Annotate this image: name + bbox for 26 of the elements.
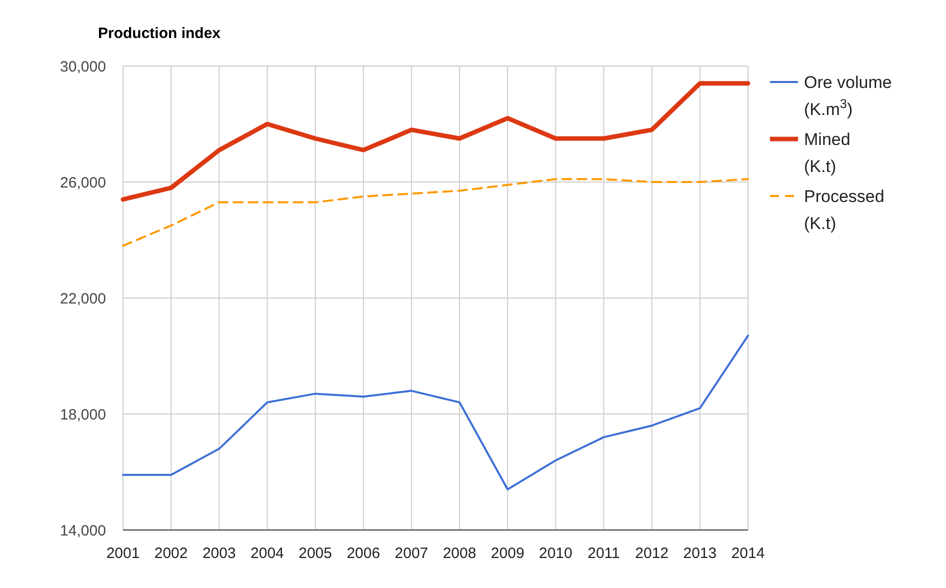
line-series xyxy=(122,334,749,490)
x-tick-label: 2001 xyxy=(106,545,140,562)
y-tick-label: 14,000 xyxy=(60,522,106,540)
x-tick-label: 2004 xyxy=(250,545,284,562)
x-tick-label: 2003 xyxy=(202,545,236,562)
y-tick-label: 18,000 xyxy=(60,406,106,424)
chart-title: Production index xyxy=(98,25,222,42)
legend-label: Processed (K.t) xyxy=(804,186,884,233)
line-series xyxy=(120,81,750,202)
y-tick-label: 26,000 xyxy=(60,174,106,192)
y-tick-label: 30,000 xyxy=(60,58,106,76)
y-tick-label: 22,000 xyxy=(60,290,106,308)
x-tick-label: 2013 xyxy=(683,545,717,562)
x-tick-label: 2009 xyxy=(490,545,524,562)
x-tick-label: 2012 xyxy=(635,545,669,562)
x-tick-label: 2011 xyxy=(588,545,620,562)
x-tick-label: 2010 xyxy=(539,545,572,562)
line-series xyxy=(122,178,749,247)
x-tick-label: 2002 xyxy=(154,545,188,562)
x-tick-label: 2007 xyxy=(394,545,428,562)
x-tick-label: 2014 xyxy=(731,545,765,562)
legend-label: Ore volume (K.m$^{3}$) xyxy=(804,72,892,119)
x-tick-label: 2005 xyxy=(298,545,332,562)
x-tick-label: 2008 xyxy=(442,545,476,562)
x-tick-label: 2006 xyxy=(346,545,380,562)
legend-label: Mined (K.t) xyxy=(804,130,850,176)
